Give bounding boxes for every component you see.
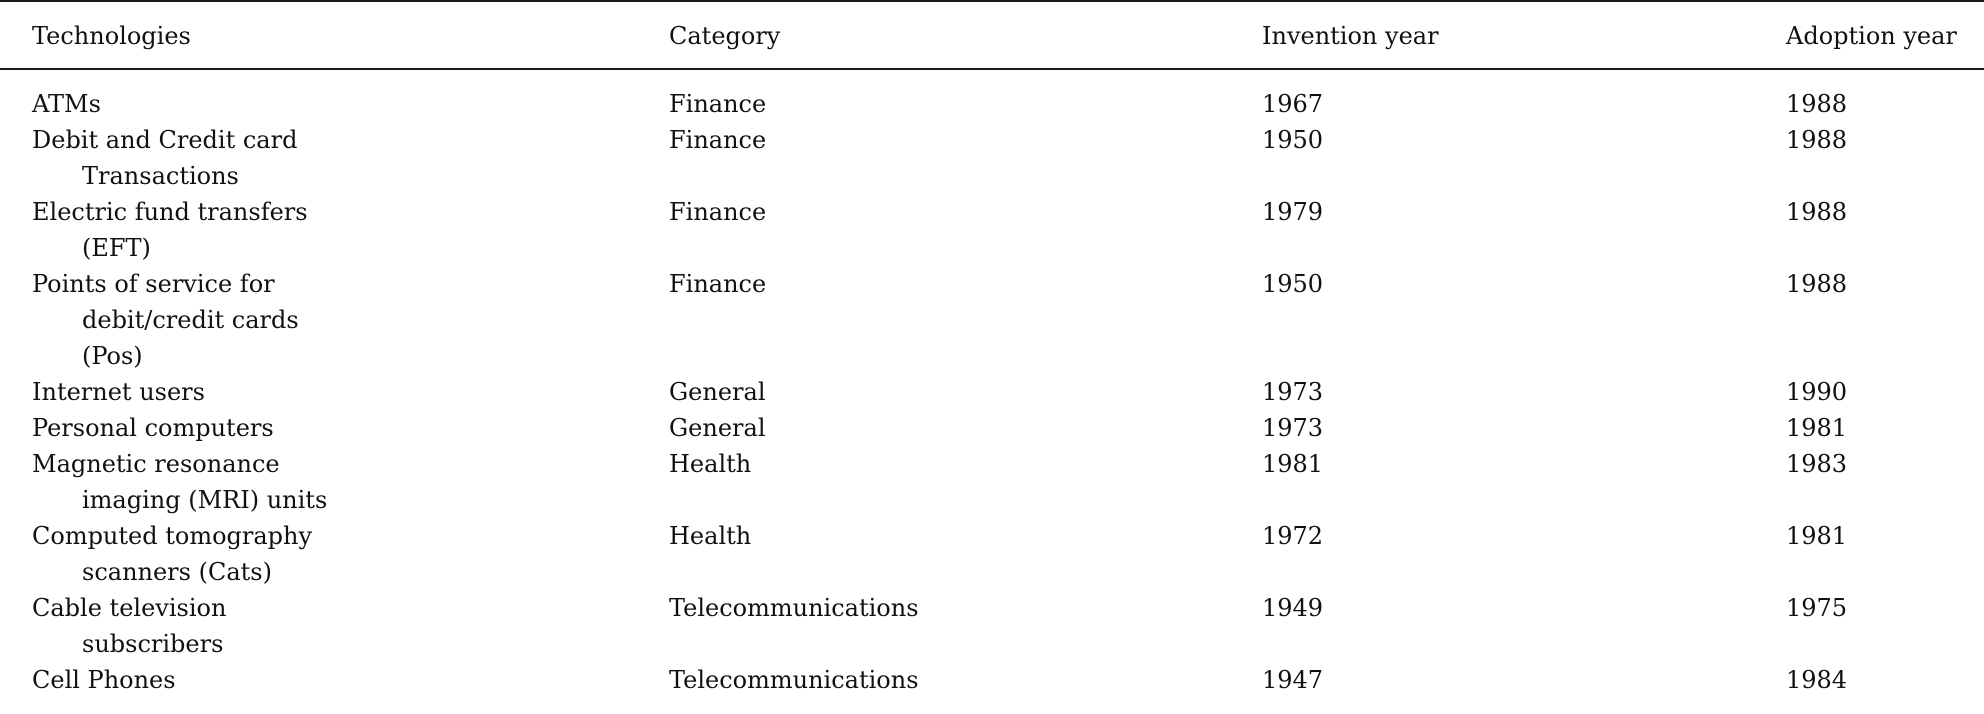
cell-technology: Cable television subscribers <box>32 590 632 662</box>
table-row: Computed tomography scanners (Cats) Health… <box>0 518 1984 590</box>
table-top-rule <box>0 0 1984 2</box>
technology-line: (EFT) <box>82 234 151 262</box>
cell-invention-year: 1949 <box>1262 594 1324 622</box>
technology-line: Computed tomography <box>32 522 313 550</box>
cell-adoption-year: 1981 <box>1786 414 1848 442</box>
technology-line: Magnetic resonance <box>32 450 280 478</box>
cell-category: Finance <box>669 126 767 154</box>
cell-adoption-year: 1990 <box>1786 378 1848 406</box>
technology-line: Electric fund transfers <box>32 198 308 226</box>
cell-adoption-year: 1983 <box>1786 450 1848 478</box>
technology-line: subscribers <box>82 630 224 658</box>
table-row: Internet users General 1973 1990 <box>0 374 1984 410</box>
technology-line: Points of service for <box>32 270 275 298</box>
technology-line: Cell Phones <box>32 666 176 694</box>
technology-line: imaging (MRI) units <box>82 486 328 514</box>
cell-technology: Internet users <box>32 374 632 410</box>
table-row: Cell Phones Telecommunications 1947 1984 <box>0 662 1984 698</box>
table-row: ATMs Finance 1967 1988 <box>0 86 1984 122</box>
cell-invention-year: 1967 <box>1262 90 1324 118</box>
cell-technology: Debit and Credit card Transactions <box>32 122 632 194</box>
technology-line: Internet users <box>32 378 205 406</box>
cell-invention-year: 1972 <box>1262 522 1324 550</box>
table-row: Points of service for debit/credit cards (… <box>0 266 1984 374</box>
cell-technology: Electric fund transfers (EFT) <box>32 194 632 266</box>
table-header-row: Technologies Category Invention year Ado… <box>0 18 1984 54</box>
cell-category: Telecommunications <box>669 666 919 694</box>
cell-category: Finance <box>669 270 767 298</box>
cell-technology: ATMs <box>32 86 632 122</box>
table-row: Personal computers General 1973 1981 <box>0 410 1984 446</box>
cell-category: Health <box>669 522 752 550</box>
technology-line: ATMs <box>32 90 101 118</box>
cell-invention-year: 1979 <box>1262 198 1324 226</box>
technology-line: Transactions <box>82 162 239 190</box>
technology-line: (Pos) <box>82 342 143 370</box>
technology-line: Personal computers <box>32 414 274 442</box>
cell-adoption-year: 1988 <box>1786 126 1848 154</box>
cell-adoption-year: 1988 <box>1786 90 1848 118</box>
cell-adoption-year: 1988 <box>1786 198 1848 226</box>
cell-category: General <box>669 378 766 406</box>
table-row: Debit and Credit card Transactions Finance… <box>0 122 1984 194</box>
cell-adoption-year: 1981 <box>1786 522 1848 550</box>
header-adoption-year: Adoption year <box>1786 22 1957 50</box>
header-category: Category <box>669 22 781 50</box>
cell-invention-year: 1950 <box>1262 270 1324 298</box>
table-row: Cable television subscribers Telecommunica… <box>0 590 1984 662</box>
cell-invention-year: 1947 <box>1262 666 1324 694</box>
header-technologies: Technologies <box>32 22 191 50</box>
table-row: Magnetic resonance imaging (MRI) units Hea… <box>0 446 1984 518</box>
cell-invention-year: 1950 <box>1262 126 1324 154</box>
cell-invention-year: 1973 <box>1262 378 1324 406</box>
cell-category: Health <box>669 450 752 478</box>
cell-technology: Points of service for debit/credit cards (… <box>32 266 632 374</box>
cell-adoption-year: 1984 <box>1786 666 1848 694</box>
technology-line: scanners (Cats) <box>82 558 272 586</box>
technology-line: Debit and Credit card <box>32 126 298 154</box>
cell-category: Finance <box>669 90 767 118</box>
cell-adoption-year: 1975 <box>1786 594 1848 622</box>
technology-line: debit/credit cards <box>82 306 299 334</box>
table-row: Electric fund transfers (EFT) Finance 1979 1… <box>0 194 1984 266</box>
table-body: ATMs Finance 1967 1988 Debit and Credit card… <box>0 86 1984 698</box>
table-header-rule <box>0 68 1984 70</box>
cell-invention-year: 1973 <box>1262 414 1324 442</box>
cell-technology: Personal computers <box>32 410 632 446</box>
technology-line: Cable television <box>32 594 227 622</box>
cell-invention-year: 1981 <box>1262 450 1324 478</box>
header-invention-year: Invention year <box>1262 22 1439 50</box>
cell-technology: Cell Phones <box>32 662 632 698</box>
cell-category: General <box>669 414 766 442</box>
cell-category: Finance <box>669 198 767 226</box>
cell-adoption-year: 1988 <box>1786 270 1848 298</box>
cell-technology: Computed tomography scanners (Cats) <box>32 518 632 590</box>
cell-category: Telecommunications <box>669 594 919 622</box>
cell-technology: Magnetic resonance imaging (MRI) units <box>32 446 632 518</box>
